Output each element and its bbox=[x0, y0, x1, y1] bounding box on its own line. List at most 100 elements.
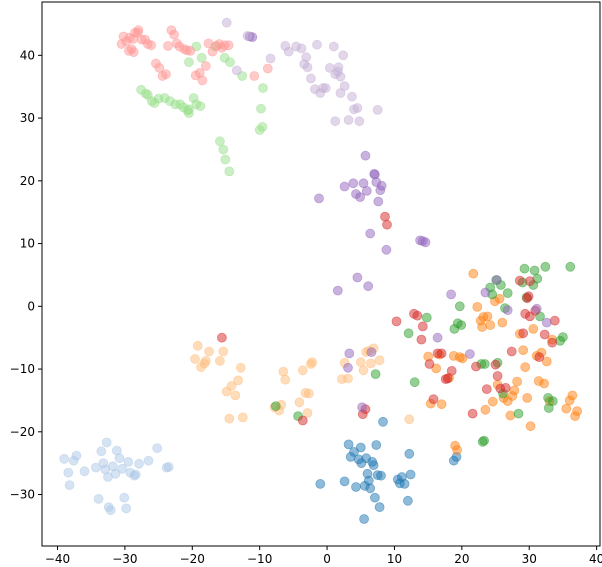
data-point-s1-18 bbox=[114, 453, 125, 464]
data-point-s9-28 bbox=[352, 103, 363, 113]
plot-frame bbox=[41, 1, 601, 547]
data-point-s6-21 bbox=[490, 359, 501, 370]
data-point-s0-21 bbox=[376, 470, 386, 481]
data-point-s7-34 bbox=[223, 40, 234, 51]
data-point-s2-18 bbox=[512, 376, 522, 387]
data-point-s0-2 bbox=[343, 439, 354, 450]
data-point-s8-5 bbox=[343, 362, 353, 373]
data-point-s1-1 bbox=[63, 467, 74, 478]
y-tick-label: 0 bbox=[27, 299, 35, 313]
y-tick-label: 10 bbox=[20, 237, 35, 251]
data-point-s3-21 bbox=[297, 365, 308, 376]
data-point-s4-33 bbox=[558, 332, 568, 343]
data-point-s9-30 bbox=[372, 105, 383, 115]
data-point-s9-5 bbox=[283, 46, 294, 57]
data-point-s6-26 bbox=[514, 275, 525, 286]
data-point-s9-16 bbox=[320, 83, 331, 93]
data-point-s8-29 bbox=[464, 349, 475, 359]
data-point-s9-22 bbox=[335, 71, 346, 82]
data-point-s0-18 bbox=[371, 440, 382, 450]
data-point-s9-23 bbox=[338, 50, 349, 61]
data-point-s2-0 bbox=[468, 268, 479, 279]
data-point-s9-25 bbox=[343, 115, 354, 125]
data-point-s8-14 bbox=[361, 185, 372, 196]
data-point-s3-14 bbox=[237, 412, 248, 423]
data-point-s6-36 bbox=[518, 328, 529, 339]
data-point-s4-5 bbox=[421, 312, 432, 323]
data-point-s6-35 bbox=[549, 315, 560, 326]
data-point-s3-26 bbox=[307, 357, 318, 368]
data-point-s3-7 bbox=[218, 346, 229, 357]
data-point-s4-8 bbox=[454, 301, 465, 312]
data-point-s6-6 bbox=[391, 316, 402, 327]
data-point-s1-19 bbox=[117, 463, 128, 474]
data-point-s7-27 bbox=[200, 61, 211, 71]
data-point-s9-1 bbox=[231, 65, 242, 76]
data-point-s1-26 bbox=[134, 458, 144, 469]
x-tick-label: 20 bbox=[454, 552, 469, 566]
data-point-s8-28 bbox=[446, 289, 457, 300]
data-point-s8-31 bbox=[491, 275, 502, 285]
data-point-s3-10 bbox=[226, 381, 237, 391]
data-point-s9-13 bbox=[312, 39, 322, 50]
data-point-s5-31 bbox=[256, 103, 266, 114]
y-tick-label: −20 bbox=[10, 425, 35, 439]
data-point-s1-30 bbox=[163, 461, 174, 472]
data-point-s9-9 bbox=[301, 52, 312, 63]
data-point-s2-8 bbox=[487, 396, 498, 407]
data-point-s8-32 bbox=[502, 305, 513, 316]
data-point-s1-14 bbox=[105, 505, 116, 516]
data-point-s5-30 bbox=[258, 83, 268, 93]
data-point-s8-34 bbox=[541, 317, 552, 328]
data-point-s3-11 bbox=[230, 390, 241, 401]
data-point-s3-13 bbox=[235, 362, 246, 373]
data-point-s5-23 bbox=[214, 136, 225, 147]
data-point-s0-14 bbox=[365, 483, 376, 494]
data-point-s2-29 bbox=[541, 356, 552, 367]
data-point-s5-25 bbox=[220, 154, 231, 165]
data-point-s6-20 bbox=[481, 384, 492, 395]
data-point-s0-26 bbox=[399, 478, 410, 489]
data-point-s2-6 bbox=[482, 311, 493, 322]
data-point-s2-7 bbox=[485, 320, 496, 331]
data-point-s7-23 bbox=[185, 46, 196, 56]
data-point-s4-0 bbox=[270, 401, 281, 412]
data-point-s6-8 bbox=[412, 310, 423, 321]
x-tick-label: −20 bbox=[180, 552, 205, 566]
data-point-s4-3 bbox=[403, 328, 414, 339]
data-point-s9-0 bbox=[221, 17, 232, 28]
data-point-s4-2 bbox=[370, 369, 381, 380]
data-point-s6-32 bbox=[534, 352, 545, 363]
data-point-s3-31 bbox=[358, 365, 369, 376]
data-point-s2-15 bbox=[505, 410, 516, 421]
data-point-s1-8 bbox=[96, 446, 107, 457]
data-point-s7-26 bbox=[197, 75, 208, 86]
data-point-s3-1 bbox=[192, 340, 203, 351]
data-point-s9-10 bbox=[302, 62, 313, 73]
data-point-s8-3 bbox=[332, 285, 343, 296]
data-point-s0-17 bbox=[369, 492, 380, 503]
data-point-s8-10 bbox=[355, 192, 366, 203]
data-point-s0-29 bbox=[405, 469, 416, 480]
data-point-s5-29 bbox=[257, 122, 268, 132]
x-tick-label: −10 bbox=[247, 552, 272, 566]
data-point-s2-17 bbox=[509, 385, 520, 396]
data-point-s4-36 bbox=[477, 436, 488, 447]
data-point-s4-31 bbox=[547, 396, 558, 407]
data-point-s1-28 bbox=[152, 443, 163, 454]
data-point-s2-40 bbox=[436, 399, 447, 410]
data-point-s2-44 bbox=[452, 445, 463, 455]
data-point-s9-18 bbox=[328, 41, 339, 52]
data-point-s3-5 bbox=[204, 346, 215, 357]
data-point-s0-20 bbox=[374, 502, 385, 513]
data-point-s6-24 bbox=[500, 382, 511, 393]
data-point-s5-26 bbox=[224, 166, 235, 177]
data-point-s2-3 bbox=[477, 322, 488, 332]
data-point-s6-5 bbox=[382, 219, 392, 230]
data-point-s8-30 bbox=[480, 287, 491, 298]
data-point-s0-9 bbox=[359, 514, 370, 524]
x-tick-label: 0 bbox=[323, 552, 331, 566]
data-point-s4-22 bbox=[519, 263, 530, 274]
data-point-s1-21 bbox=[121, 503, 132, 514]
data-point-s0-7 bbox=[355, 442, 366, 453]
